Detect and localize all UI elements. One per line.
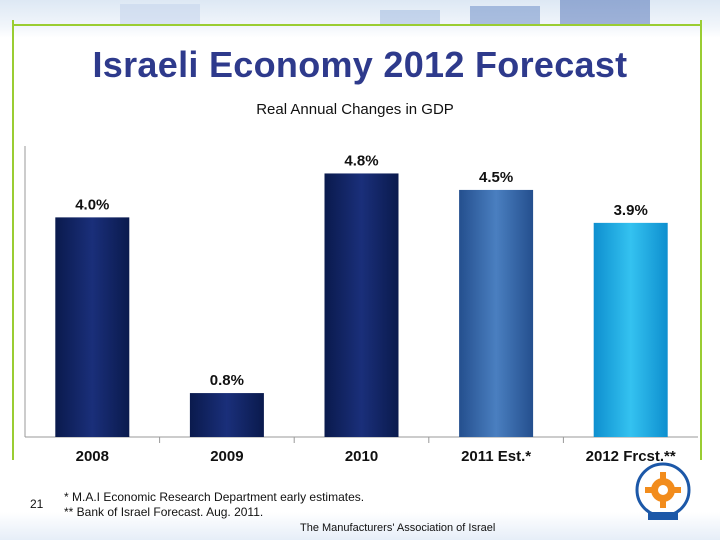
- bar-2011: [459, 189, 534, 437]
- bottom-strip-decoration: [0, 512, 720, 540]
- bar-2012: [593, 222, 668, 437]
- value-label: 0.8%: [210, 372, 244, 389]
- gear-logo-icon: [635, 462, 691, 520]
- chart-title: Real Annual Changes in GDP: [256, 101, 454, 118]
- top-banner-block: [120, 4, 200, 24]
- top-accent-line: [12, 24, 702, 26]
- value-label: 4.5%: [479, 169, 513, 186]
- category-label: 2009: [210, 448, 243, 465]
- bar-2008: [55, 217, 130, 437]
- category-label: 2011 Est.*: [461, 448, 531, 465]
- footnote-2: ** Bank of Israel Forecast. Aug. 2011.: [64, 505, 264, 519]
- category-label: 2008: [76, 448, 109, 465]
- slide-title: Israeli Economy 2012 Forecast: [92, 44, 628, 85]
- top-banner-block: [380, 10, 440, 24]
- organization-name: The Manufacturers' Association of Israel: [300, 522, 496, 534]
- top-banner-block: [470, 6, 540, 24]
- bar-2010: [324, 173, 399, 438]
- right-accent-line: [700, 20, 702, 460]
- slide-number: 21: [30, 497, 44, 511]
- value-label: 4.8%: [344, 152, 378, 169]
- value-label: 4.0%: [75, 196, 109, 213]
- category-label: 2010: [345, 448, 378, 465]
- category-label: 2012 Frcst.**: [586, 448, 676, 465]
- footnote-1: * M.A.I Economic Research Department ear…: [64, 490, 365, 504]
- bar-2009: [189, 393, 264, 437]
- left-accent-line: [12, 20, 14, 460]
- top-banner-block: [560, 0, 650, 26]
- value-label: 3.9%: [614, 202, 648, 219]
